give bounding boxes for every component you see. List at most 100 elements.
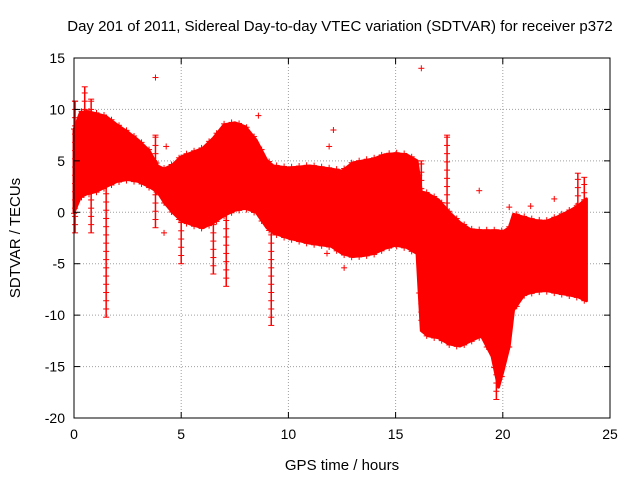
edge-marker	[341, 252, 348, 259]
edge-marker	[423, 332, 430, 339]
edge-marker	[483, 226, 490, 233]
edge-marker	[258, 218, 265, 224]
edge-marker	[423, 189, 430, 196]
edge-marker	[78, 194, 85, 201]
plot-frame	[73, 57, 611, 419]
edge-marker	[123, 127, 130, 134]
edge-marker	[386, 245, 393, 252]
chart-title: Day 201 of 2011, Sidereal Day-to-day VTE…	[67, 18, 613, 35]
outlier-point	[341, 264, 348, 271]
outlier-point	[152, 74, 159, 81]
edge-marker	[213, 218, 220, 225]
edge-marker	[386, 150, 393, 157]
edge-marker	[521, 213, 528, 220]
outlier-point	[551, 195, 558, 202]
data-spike	[574, 172, 581, 296]
edge-marker	[551, 290, 558, 297]
data-spike	[81, 86, 88, 193]
edge-marker	[326, 164, 333, 171]
edge-marker	[528, 215, 535, 222]
edge-marker	[521, 292, 528, 299]
outlier-point	[255, 112, 262, 119]
data-spike	[268, 211, 275, 326]
data-spike	[444, 134, 451, 229]
edge-marker	[108, 116, 115, 123]
data-spike	[418, 160, 425, 321]
edge-marker	[191, 223, 198, 230]
edge-marker	[108, 182, 115, 188]
edge-marker	[281, 234, 288, 241]
edge-marker	[348, 254, 355, 261]
edge-marker	[161, 165, 168, 172]
edge-marker	[251, 209, 258, 216]
edge-marker	[206, 222, 213, 229]
edge-marker	[438, 199, 445, 206]
edge-marker	[461, 341, 468, 348]
edge-marker	[296, 163, 303, 170]
edge-marker	[363, 252, 370, 259]
y-tick-label: 15	[49, 50, 65, 66]
edge-marker	[506, 223, 513, 230]
edge-marker	[296, 238, 303, 245]
data-spike	[72, 100, 79, 234]
edge-marker	[513, 303, 520, 310]
edge-marker	[213, 130, 220, 137]
edge-marker	[303, 240, 310, 247]
edge-marker	[236, 120, 243, 127]
edge-marker	[543, 217, 550, 224]
edge-marker	[146, 184, 153, 191]
data-spike	[210, 206, 217, 275]
y-tick-label: -10	[45, 307, 65, 323]
edge-marker	[153, 160, 160, 167]
edge-marker	[311, 162, 318, 169]
edge-marker	[183, 150, 190, 157]
edge-marker	[483, 344, 490, 350]
edge-marker	[566, 207, 573, 214]
edge-marker	[221, 120, 228, 127]
outlier-point	[323, 250, 330, 257]
edge-marker	[243, 124, 250, 131]
outlier-point	[506, 204, 513, 211]
edge-marker	[356, 253, 363, 260]
edge-marker	[536, 216, 543, 223]
edge-marker	[348, 159, 355, 166]
edge-marker	[453, 343, 460, 350]
edge-marker	[468, 225, 475, 232]
outlier-point	[476, 187, 483, 194]
x-tick-label: 0	[70, 426, 78, 442]
edge-marker	[198, 144, 205, 151]
edge-marker	[258, 146, 265, 153]
data-spike	[223, 203, 230, 287]
edge-marker	[101, 112, 108, 119]
edge-marker	[206, 138, 213, 145]
edge-marker	[333, 166, 340, 173]
edge-marker	[273, 162, 280, 169]
x-tick-label: 5	[177, 426, 185, 442]
edge-marker	[378, 247, 385, 254]
x-tick-label: 15	[388, 426, 404, 442]
edge-marker	[123, 177, 130, 184]
edge-marker	[573, 294, 580, 301]
edge-marker	[378, 151, 385, 158]
edge-marker	[93, 109, 100, 116]
edge-marker	[266, 158, 273, 165]
edge-marker	[558, 291, 565, 298]
edge-marker	[491, 226, 498, 233]
outlier-point	[418, 65, 425, 72]
outlier-point	[330, 127, 337, 133]
edge-marker	[281, 163, 288, 170]
edge-marker	[371, 154, 378, 161]
data-spike	[178, 211, 185, 265]
edge-marker	[176, 154, 183, 161]
edge-marker	[168, 209, 175, 215]
edge-marker	[341, 165, 348, 172]
edge-marker	[288, 236, 295, 243]
edge-marker	[183, 220, 190, 227]
edge-marker	[453, 215, 460, 222]
ticks: 0 5 10 15 20 25 -20 -15 -10 -5 0 5 10 15	[45, 50, 618, 442]
edge-marker	[303, 162, 310, 169]
edge-marker	[551, 214, 558, 221]
edge-marker	[333, 247, 340, 254]
edge-marker	[536, 289, 543, 296]
edge-marker	[273, 231, 280, 238]
